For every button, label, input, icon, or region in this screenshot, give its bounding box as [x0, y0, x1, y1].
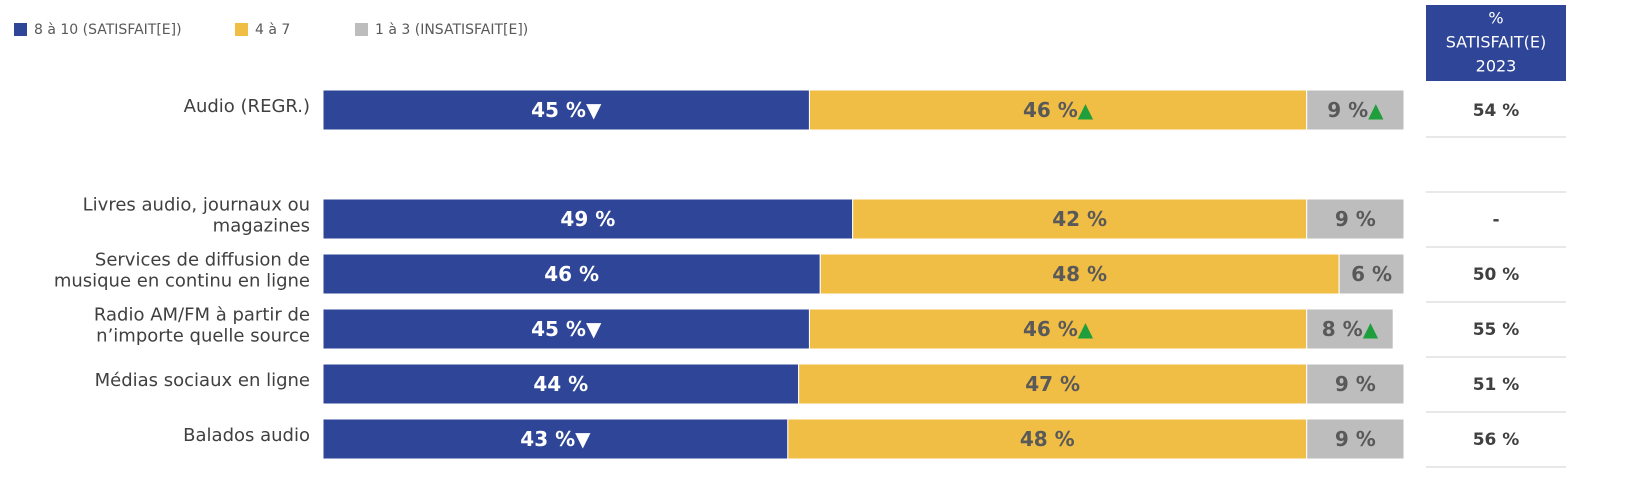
- legend-label: 1 à 3 (INSATISFAIT[E]): [375, 22, 528, 38]
- value-label: 46 %▲: [1023, 317, 1094, 341]
- bar-segment: [322, 253, 821, 295]
- category-line: Services de diffusion de: [95, 250, 310, 271]
- value-label: 6 %: [1351, 262, 1392, 286]
- bar-segment: [852, 198, 1308, 240]
- bar-segment: [1306, 308, 1394, 350]
- value-label: 9 %▲: [1327, 98, 1384, 122]
- table-value: 55 %: [1473, 320, 1520, 340]
- legend-swatch: [355, 23, 368, 36]
- table-value: 51 %: [1473, 375, 1520, 395]
- value-text: 9 %: [1335, 427, 1376, 451]
- category-line: n’importe quelle source: [96, 326, 310, 347]
- table-value: 50 %: [1473, 265, 1520, 285]
- table-header: 2023: [1476, 57, 1517, 76]
- value-label: 45 %▼: [531, 98, 602, 122]
- bar-segment: [322, 198, 854, 240]
- bar-segment: [798, 363, 1308, 405]
- significance-flag: ▼: [575, 427, 591, 451]
- bar-segment: [808, 308, 1308, 350]
- bar-segment: [1306, 418, 1405, 460]
- category-label: Médias sociaux en ligne: [95, 370, 310, 391]
- value-text: 9 %: [1335, 207, 1376, 231]
- category-line: Radio AM/FM à partir de: [94, 305, 310, 326]
- significance-flag: ▲: [1078, 317, 1094, 341]
- table-header: %: [1488, 9, 1503, 28]
- value-label: 46 %▲: [1023, 98, 1094, 122]
- value-label: 9 %: [1335, 372, 1376, 396]
- category-line: Médias sociaux en ligne: [95, 370, 310, 391]
- value-text: 46 %: [1023, 317, 1078, 341]
- value-label: 46 %: [544, 262, 599, 286]
- category-label: Radio AM/FM à partir de n’importe quelle …: [94, 305, 310, 347]
- value-text: 42 %: [1052, 207, 1107, 231]
- value-label: 48 %: [1052, 262, 1107, 286]
- value-text: 49 %: [560, 207, 615, 231]
- value-text: 8 %: [1322, 317, 1363, 341]
- value-text: 46 %: [544, 262, 599, 286]
- category-line: musique en continu en ligne: [54, 271, 310, 292]
- value-text: 48 %: [1052, 262, 1107, 286]
- value-label: 47 %: [1025, 372, 1080, 396]
- value-label: 42 %: [1052, 207, 1107, 231]
- value-label: 49 %: [560, 207, 615, 231]
- value-label: 9 %: [1335, 427, 1376, 451]
- table-value: 56 %: [1473, 430, 1520, 450]
- legend-swatch: [14, 23, 27, 36]
- bar-segment: [819, 253, 1340, 295]
- bar-segment: [1338, 253, 1405, 295]
- bar-segment: [322, 308, 810, 350]
- category-line: Audio (REGR.): [184, 96, 310, 117]
- value-text: 47 %: [1025, 372, 1080, 396]
- category-line: magazines: [213, 216, 310, 237]
- bar-segment: [1306, 89, 1405, 131]
- value-text: 45 %: [531, 317, 586, 341]
- value-text: 44 %: [533, 372, 588, 396]
- value-text: 9 %: [1327, 98, 1368, 122]
- category-label: Services de diffusion de musique en conti…: [54, 250, 310, 292]
- value-label: 45 %▼: [531, 317, 602, 341]
- bar-segment: [808, 89, 1308, 131]
- category-label: Audio (REGR.): [184, 96, 310, 117]
- significance-flag: ▲: [1078, 98, 1094, 122]
- legend-swatch: [235, 23, 248, 36]
- bar-segment: [322, 363, 800, 405]
- table-value: 54 %: [1473, 101, 1520, 121]
- table-header: SATISFAIT(E): [1446, 33, 1547, 52]
- table-header-bg: [1426, 5, 1566, 81]
- value-text: 6 %: [1351, 262, 1392, 286]
- bar-segment: [1306, 198, 1405, 240]
- table-value: -: [1492, 210, 1499, 230]
- significance-flag: ▼: [586, 317, 602, 341]
- value-label: 9 %: [1335, 207, 1376, 231]
- value-label: 48 %: [1020, 427, 1075, 451]
- value-text: 48 %: [1020, 427, 1075, 451]
- legend-label: 8 à 10 (SATISFAIT[E]): [34, 22, 182, 38]
- category-line: Balados audio: [183, 425, 310, 446]
- value-text: 9 %: [1335, 372, 1376, 396]
- value-text: 43 %: [520, 427, 575, 451]
- value-text: 45 %: [531, 98, 586, 122]
- bar-segment: [1306, 363, 1405, 405]
- category-label: Balados audio: [183, 425, 310, 446]
- significance-flag: ▲: [1363, 317, 1379, 341]
- bar-segment: [322, 418, 789, 460]
- category-label: Livres audio, journaux ou magazines: [83, 195, 310, 237]
- significance-flag: ▲: [1368, 98, 1384, 122]
- bar-segment: [787, 418, 1308, 460]
- significance-flag: ▼: [586, 98, 602, 122]
- category-line: Livres audio, journaux ou: [83, 195, 310, 216]
- value-label: 43 %▼: [520, 427, 591, 451]
- value-label: 44 %: [533, 372, 588, 396]
- legend-label: 4 à 7: [255, 22, 290, 38]
- value-label: 8 %▲: [1322, 317, 1379, 341]
- value-text: 46 %: [1023, 98, 1078, 122]
